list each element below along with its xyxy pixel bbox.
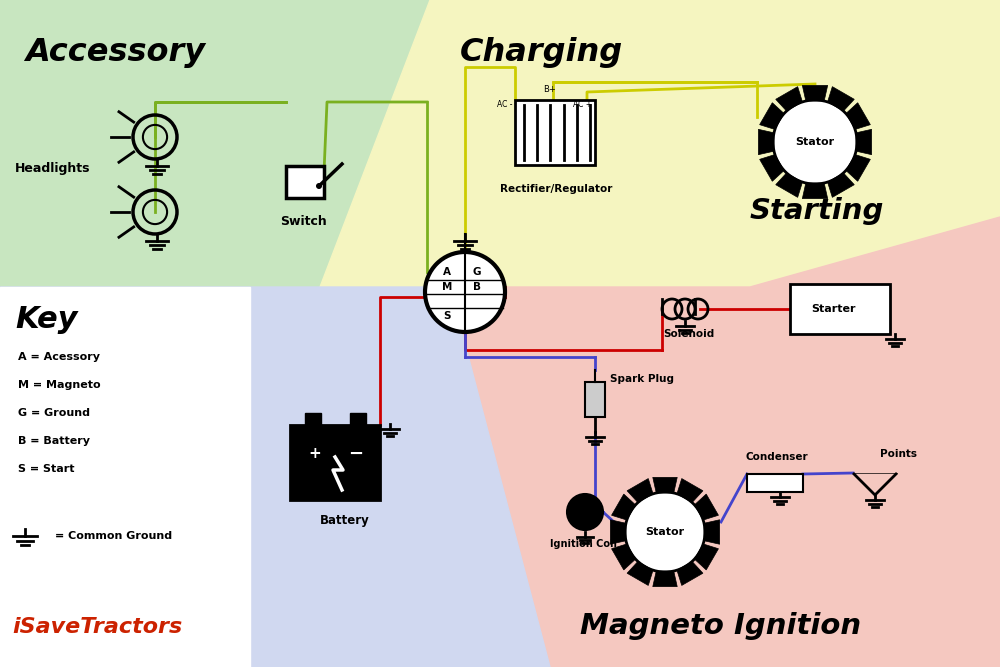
Text: iSaveTractors: iSaveTractors xyxy=(12,617,182,637)
Polygon shape xyxy=(694,494,718,520)
Polygon shape xyxy=(612,544,636,570)
Bar xyxy=(290,424,380,500)
Text: A: A xyxy=(443,267,451,277)
Polygon shape xyxy=(627,478,653,502)
Text: AC +: AC + xyxy=(573,100,592,109)
Text: Battery: Battery xyxy=(320,514,370,527)
Polygon shape xyxy=(612,494,636,520)
Polygon shape xyxy=(320,0,1000,287)
Text: Key: Key xyxy=(15,305,78,334)
Polygon shape xyxy=(760,103,784,129)
Text: Charging: Charging xyxy=(460,37,623,68)
Text: −: − xyxy=(348,445,363,463)
Circle shape xyxy=(425,252,505,332)
Polygon shape xyxy=(0,287,550,667)
Text: S: S xyxy=(443,311,451,321)
Polygon shape xyxy=(758,129,774,155)
Circle shape xyxy=(625,492,705,572)
Text: Ignition Coil: Ignition Coil xyxy=(550,539,617,549)
Text: B: B xyxy=(473,282,481,292)
Polygon shape xyxy=(846,103,870,129)
Text: B = Battery: B = Battery xyxy=(18,436,90,446)
Text: Starting: Starting xyxy=(750,197,884,225)
Polygon shape xyxy=(856,129,872,155)
Polygon shape xyxy=(0,0,430,287)
Text: Magneto Ignition: Magneto Ignition xyxy=(580,612,861,640)
Polygon shape xyxy=(846,155,870,181)
Circle shape xyxy=(567,494,603,530)
Polygon shape xyxy=(828,173,854,197)
Polygon shape xyxy=(694,544,718,570)
Text: Stator: Stator xyxy=(795,137,835,147)
Text: S = Start: S = Start xyxy=(18,464,74,474)
Text: M: M xyxy=(442,282,452,292)
Polygon shape xyxy=(653,478,677,493)
Text: Stator: Stator xyxy=(645,527,685,537)
Text: M = Magneto: M = Magneto xyxy=(18,380,101,390)
Polygon shape xyxy=(760,155,784,181)
Text: A = Acessory: A = Acessory xyxy=(18,352,100,362)
Text: Starter: Starter xyxy=(811,304,855,314)
Polygon shape xyxy=(653,571,677,587)
Polygon shape xyxy=(704,520,720,544)
Bar xyxy=(350,412,366,424)
Text: = Common Ground: = Common Ground xyxy=(55,531,172,541)
Text: Headlights: Headlights xyxy=(15,162,90,175)
Text: +: + xyxy=(308,446,321,462)
Bar xyxy=(304,412,320,424)
Text: Rectifier/Regulator: Rectifier/Regulator xyxy=(500,184,612,194)
Text: G = Ground: G = Ground xyxy=(18,408,90,418)
Polygon shape xyxy=(677,478,703,502)
Circle shape xyxy=(773,100,857,184)
Bar xyxy=(515,99,595,165)
Text: Solenoid: Solenoid xyxy=(663,329,714,339)
Text: Spark Plug: Spark Plug xyxy=(610,374,674,384)
Circle shape xyxy=(316,183,322,189)
Text: Points: Points xyxy=(880,449,917,459)
Text: AC -: AC - xyxy=(497,100,512,109)
Polygon shape xyxy=(802,183,828,199)
Polygon shape xyxy=(828,87,854,111)
Polygon shape xyxy=(0,287,250,667)
Bar xyxy=(585,382,605,417)
Text: Switch: Switch xyxy=(280,215,327,228)
Polygon shape xyxy=(776,173,802,197)
Polygon shape xyxy=(802,85,828,101)
Text: Condenser: Condenser xyxy=(745,452,808,462)
Polygon shape xyxy=(677,562,703,586)
Text: Accessory: Accessory xyxy=(25,37,205,68)
Text: B+: B+ xyxy=(543,85,556,94)
Polygon shape xyxy=(450,217,1000,667)
Bar xyxy=(790,284,890,334)
Polygon shape xyxy=(776,87,802,111)
Polygon shape xyxy=(610,520,626,544)
Text: G: G xyxy=(473,267,481,277)
Bar xyxy=(286,166,324,198)
Bar xyxy=(747,474,803,492)
Polygon shape xyxy=(627,562,653,586)
